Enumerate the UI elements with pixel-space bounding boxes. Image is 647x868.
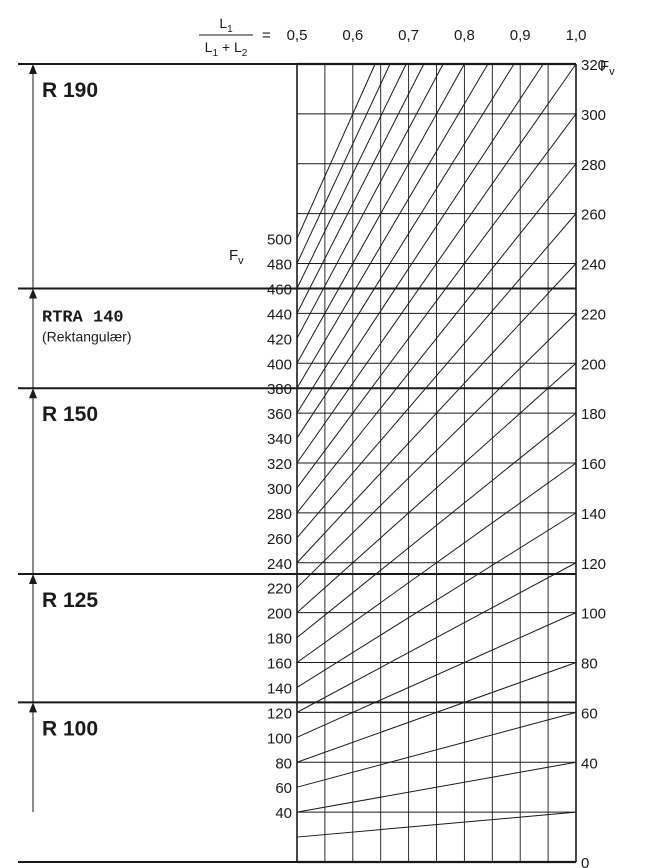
left-tick-label: 140	[267, 680, 292, 697]
diagonal-line	[296, 63, 544, 439]
diagonal-line	[296, 163, 577, 514]
diagonal-line	[296, 63, 515, 414]
left-tick-label: 360	[267, 406, 292, 423]
x-tick-label: 0,5	[287, 27, 308, 44]
category-label: R 125	[42, 589, 98, 612]
right-tick-label: 220	[581, 306, 606, 323]
diagonal-line	[296, 811, 577, 838]
left-tick-label: 420	[267, 331, 292, 348]
left-tick-label: 180	[267, 631, 292, 648]
right-tick-label: 60	[581, 705, 598, 722]
diagonal-line	[296, 63, 391, 264]
right-tick-label: 80	[581, 656, 598, 673]
x-tick-label: 0,8	[454, 27, 475, 44]
x-tick-label: 0,9	[510, 27, 531, 44]
right-tick-label: 260	[581, 207, 606, 224]
diagonal-line	[296, 412, 577, 638]
category-label: R 190	[42, 79, 98, 102]
diagonal-line	[296, 761, 577, 813]
diagonal-line	[296, 213, 577, 539]
left-tick-label: 120	[267, 705, 292, 722]
diagonal-line	[296, 63, 489, 389]
x-tick-label: 0,7	[398, 27, 419, 44]
arrow-head	[29, 64, 37, 74]
diagonal-lines	[296, 63, 577, 838]
left-tick-label: 200	[267, 606, 292, 623]
right-tick-label: 160	[581, 456, 606, 473]
diagonal-line	[296, 512, 577, 688]
arrow-head	[29, 702, 37, 713]
x-axis-ticks: 0,5 0,6 0,7 0,8 0,9 1,0	[287, 27, 587, 44]
diagonal-line	[296, 711, 577, 788]
arrow-head	[29, 573, 37, 584]
x-tick-label: 0,6	[342, 27, 363, 44]
right-tick-label: 320	[581, 57, 606, 74]
right-axis-label: Fv	[600, 58, 615, 78]
diagonal-line	[296, 63, 465, 364]
diagonal-line	[296, 63, 444, 339]
category-note: (Rektangulær)	[42, 328, 131, 344]
left-tick-label: 100	[267, 730, 292, 747]
diagonal-line	[296, 63, 407, 289]
x-label-equals: =	[262, 27, 271, 44]
right-tick-label: 280	[581, 157, 606, 174]
chart-frame	[296, 62, 577, 864]
right-tick-label: 120	[581, 556, 606, 573]
left-tick-label: 220	[267, 581, 292, 598]
arrow-head	[29, 388, 37, 399]
category-label: R 150	[42, 403, 98, 426]
x-label-denominator: L1 + L2	[205, 39, 248, 59]
left-tick-label: 320	[267, 456, 292, 473]
right-tick-label: 100	[581, 606, 606, 623]
left-tick-label: 480	[267, 257, 292, 274]
grid-lines	[296, 63, 577, 863]
left-tick-label: 440	[267, 306, 292, 323]
x-axis-label: L1 L1 + L2 =	[199, 15, 271, 59]
left-axis-label: Fv	[229, 247, 244, 267]
right-axis-ticks: 0 40 60 80 100 120 140 160 180 200 220 240 260 280 300…	[581, 57, 606, 868]
x-tick-label: 1,0	[566, 27, 587, 44]
left-tick-label: 340	[267, 431, 292, 448]
diagonal-line	[296, 662, 577, 763]
left-tick-label: 380	[267, 381, 292, 398]
left-tick-label: 160	[267, 656, 292, 673]
diagonal-line	[296, 313, 577, 589]
left-tick-label: 80	[275, 755, 292, 772]
left-tick-label: 400	[267, 356, 292, 373]
left-axis-ticks: 40 60 80 100 120 140 160 180 200 220 240 260 280 300 3…	[267, 232, 292, 823]
left-tick-label: 240	[267, 556, 292, 573]
diagonal-line	[296, 63, 577, 464]
diagonal-line	[296, 63, 376, 239]
right-tick-label: 240	[581, 257, 606, 274]
right-tick-label: 300	[581, 107, 606, 124]
diagonal-line	[296, 113, 577, 489]
right-tick-label: 40	[581, 755, 598, 772]
left-tick-label: 60	[275, 780, 292, 797]
diagonal-line	[296, 562, 577, 713]
left-tick-label: 500	[267, 232, 292, 249]
x-label-numerator: L1	[219, 15, 233, 35]
right-tick-label: 140	[581, 506, 606, 523]
arrow-head	[29, 288, 37, 299]
right-tick-label: 0	[581, 855, 589, 868]
diagonal-line	[296, 462, 577, 663]
category-label: RTRA 140	[42, 308, 124, 327]
diagonal-line	[296, 362, 577, 613]
diagonal-line	[296, 263, 577, 564]
left-tick-label: 280	[267, 506, 292, 523]
right-tick-label: 180	[581, 406, 606, 423]
right-tick-label: 200	[581, 356, 606, 373]
category-label: R 100	[42, 717, 98, 740]
left-tick-label: 460	[267, 281, 292, 298]
diagonal-line	[296, 612, 577, 738]
category-labels: R 190 RTRA 140(Rektangulær) R 150 R 125 R 10…	[42, 79, 131, 740]
diagonal-line	[296, 63, 425, 314]
left-tick-label: 300	[267, 481, 292, 498]
left-tick-label: 40	[275, 805, 292, 822]
left-tick-label: 260	[267, 531, 292, 548]
